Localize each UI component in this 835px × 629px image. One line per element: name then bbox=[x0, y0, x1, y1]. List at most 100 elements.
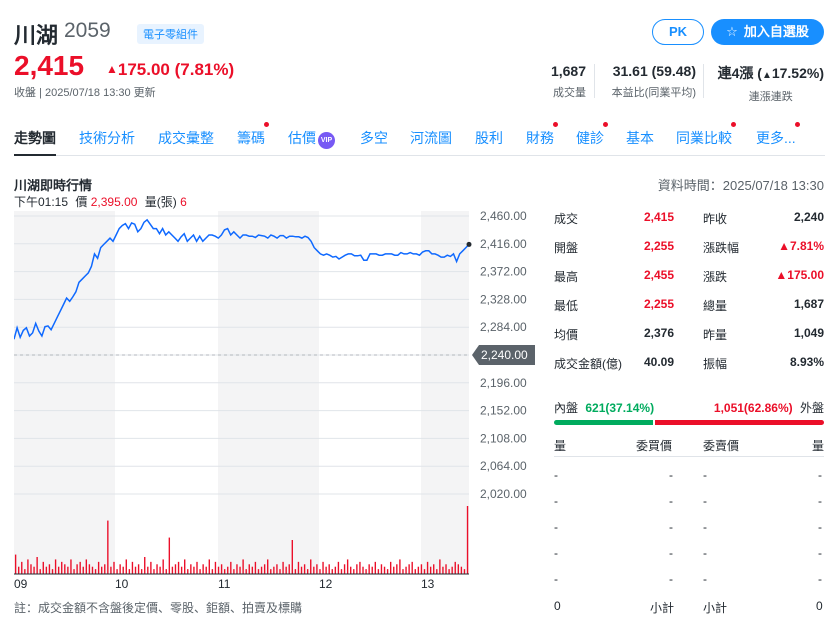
volume-bar bbox=[380, 564, 383, 574]
volume-bar bbox=[306, 569, 309, 574]
volume-bar bbox=[433, 564, 435, 574]
ob-bid-vol-cell: - bbox=[554, 546, 558, 560]
volume-bar bbox=[101, 566, 103, 574]
ob-bid-vol-cell: - bbox=[554, 494, 558, 508]
volume-bar bbox=[285, 566, 287, 574]
tab-trend[interactable]: 走勢圖 bbox=[14, 128, 56, 156]
ob-ask-vol-cell: - bbox=[818, 494, 822, 508]
volume-bar bbox=[227, 566, 229, 574]
volume-bar bbox=[128, 569, 131, 574]
tab-label: 同業比較 bbox=[676, 130, 732, 146]
volume-bar bbox=[319, 569, 321, 574]
volume-bar bbox=[313, 566, 315, 574]
volume-bar bbox=[116, 569, 118, 574]
volume-bar bbox=[300, 566, 303, 574]
section-title: 川湖即時行情 bbox=[14, 178, 93, 193]
volume-bar bbox=[389, 561, 392, 574]
intraday-chart[interactable]: 2,460.00 2,416.00 2,372.00 2,328.00 2,284.00… bbox=[14, 211, 549, 591]
tab-trades[interactable]: 成交彙整 bbox=[158, 128, 214, 156]
quote-left-label: 最低 bbox=[554, 299, 579, 313]
tab-basic[interactable]: 基本 bbox=[626, 128, 654, 156]
tab-chips[interactable]: 籌碼 bbox=[237, 122, 269, 156]
volume-bar bbox=[267, 559, 269, 574]
industry-tag[interactable]: 電子零組件 bbox=[137, 24, 204, 44]
data-time: 資料時間：2025/07/18 13:30 bbox=[657, 178, 824, 193]
ob-bid-vol-cell: - bbox=[554, 468, 558, 482]
volume-bar bbox=[51, 569, 54, 574]
ask-subtotal-value: 0 bbox=[816, 599, 823, 613]
volume-bar bbox=[91, 566, 94, 574]
volume-bar bbox=[411, 561, 413, 574]
tab-peers[interactable]: 同業比較 bbox=[676, 122, 736, 156]
volume-bar bbox=[242, 559, 244, 574]
volume-bar bbox=[79, 561, 81, 574]
ob-head-bid-vol: 量 bbox=[554, 439, 567, 453]
x-tick-label: 11 bbox=[218, 577, 231, 591]
ob-ask-price-cell: - bbox=[703, 572, 707, 586]
volume-bar bbox=[282, 561, 284, 574]
quote-left-value: 40.09 bbox=[643, 355, 674, 369]
ob-bid-price-cell: - bbox=[669, 520, 673, 534]
volume-bar bbox=[429, 566, 432, 574]
quote-right-label: 漲跌 bbox=[703, 270, 728, 284]
volume-bar bbox=[251, 566, 254, 574]
volume-bar bbox=[353, 569, 355, 574]
y-tick-label: 2,284.00 bbox=[480, 320, 527, 334]
volume-bar bbox=[82, 566, 84, 574]
quote-left-value: 2,255 bbox=[643, 239, 674, 253]
volume-bar bbox=[97, 561, 100, 574]
tab-health[interactable]: 健診 bbox=[576, 122, 608, 156]
quote-right-value: 1,049 bbox=[793, 326, 824, 340]
tab-label: 估價 bbox=[288, 130, 316, 146]
divider bbox=[554, 456, 824, 457]
volume-bar bbox=[273, 566, 275, 574]
volume-bar bbox=[64, 564, 66, 574]
volume-bar bbox=[30, 564, 32, 574]
volume-bar bbox=[131, 561, 134, 574]
ob-head-ask-price: 委賣價 bbox=[703, 439, 740, 453]
volume-bar bbox=[328, 564, 330, 574]
volume-bar bbox=[423, 569, 426, 574]
volume-bar bbox=[57, 566, 60, 574]
new-dot bbox=[731, 122, 736, 127]
volume-bar bbox=[134, 566, 137, 574]
volume-bar bbox=[239, 566, 241, 574]
tab-river[interactable]: 河流圖 bbox=[410, 128, 452, 156]
tab-dividend[interactable]: 股利 bbox=[475, 128, 503, 156]
quote-left-value: 2,455 bbox=[643, 268, 674, 282]
volume-bar bbox=[436, 569, 438, 574]
reference-label-box bbox=[472, 345, 535, 365]
new-dot bbox=[553, 122, 558, 127]
stock-name: 川湖 bbox=[14, 23, 59, 48]
volume-bar bbox=[214, 561, 217, 574]
volume-bar bbox=[303, 564, 306, 574]
volume-bar bbox=[356, 564, 358, 574]
volume-bar bbox=[113, 561, 115, 574]
volume-bar bbox=[445, 564, 447, 574]
y-tick-label: 2,372.00 bbox=[480, 265, 527, 279]
volume-bar bbox=[263, 564, 266, 574]
quote-right-value: ▲7.81% bbox=[778, 239, 824, 253]
volume-bar bbox=[334, 566, 337, 574]
volume-bar bbox=[233, 569, 235, 574]
volume-bar bbox=[371, 566, 373, 574]
volume-bar bbox=[402, 569, 404, 574]
inner-volume: 內盤 621(37.14%) bbox=[554, 399, 654, 416]
volume-bar bbox=[368, 564, 370, 574]
tab-more[interactable]: 更多... bbox=[756, 122, 800, 156]
pk-button[interactable]: PK bbox=[652, 19, 704, 45]
y-tick-label: 2,328.00 bbox=[480, 292, 527, 306]
tab-financial[interactable]: 財務 bbox=[526, 122, 558, 156]
volume-bar bbox=[386, 569, 389, 574]
add-watchlist-button[interactable]: ☆ 加入自選股 bbox=[711, 19, 824, 45]
tab-technical[interactable]: 技術分析 bbox=[79, 128, 135, 156]
ob-ask-price-cell: - bbox=[703, 546, 707, 560]
stat-divider bbox=[594, 64, 595, 98]
volume-bar bbox=[294, 569, 297, 574]
x-tick-label: 09 bbox=[14, 577, 28, 591]
volume-bar bbox=[460, 566, 463, 574]
volume-bar bbox=[85, 559, 88, 574]
tab-valuation[interactable]: 估價 VIP bbox=[288, 128, 335, 156]
ob-bid-price-cell: - bbox=[669, 468, 673, 482]
tab-bullbear[interactable]: 多空 bbox=[360, 128, 388, 156]
